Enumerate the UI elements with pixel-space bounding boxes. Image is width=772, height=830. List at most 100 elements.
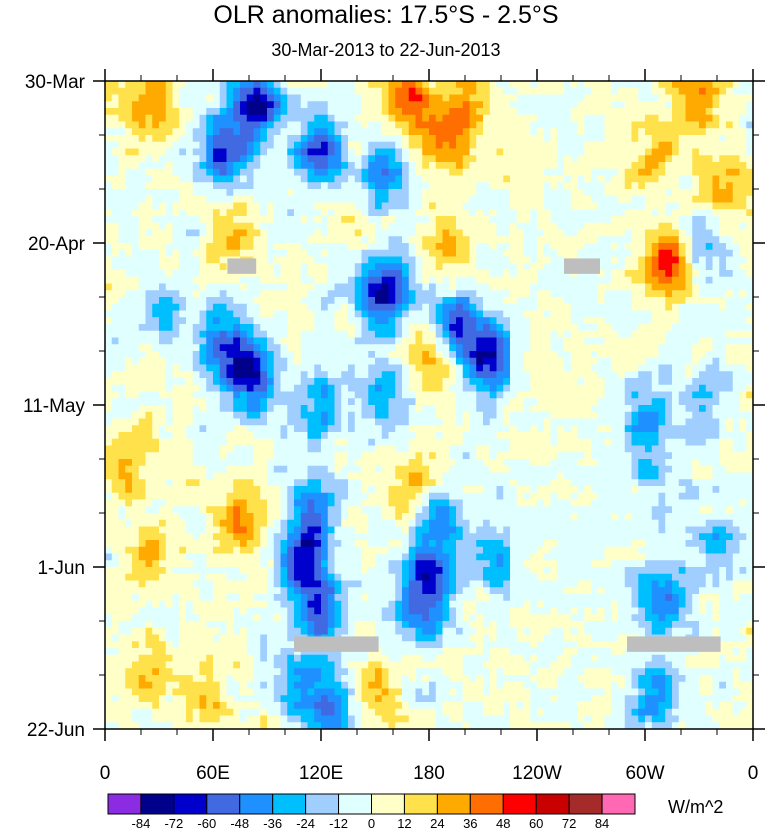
- field-cell: [618, 398, 626, 406]
- field-cell: [435, 256, 444, 264]
- field-cell: [435, 384, 444, 393]
- field-cell: [685, 276, 693, 285]
- field-cell: [543, 283, 552, 291]
- field-cell: [435, 108, 444, 116]
- field-cell: [523, 229, 531, 237]
- field-cell: [678, 202, 687, 210]
- field-cell: [489, 216, 498, 224]
- field-cell: [564, 364, 572, 372]
- field-cell: [152, 101, 160, 109]
- field-cell: [233, 371, 241, 379]
- field-cell: [368, 344, 376, 352]
- field-cell: [685, 398, 693, 406]
- field-cell: [651, 330, 660, 339]
- field-cell: [624, 249, 633, 258]
- field-cell: [199, 391, 207, 399]
- field-cell: [618, 108, 626, 116]
- field-cell: [435, 229, 444, 237]
- field-cell: [510, 283, 518, 291]
- field-cell: [226, 168, 234, 177]
- field-cell: [361, 202, 369, 210]
- field-cell: [584, 222, 592, 231]
- field-cell: [138, 398, 147, 406]
- field-cell: [597, 324, 606, 332]
- field-cell: [105, 384, 113, 393]
- field-cell: [233, 425, 241, 433]
- field-cell: [199, 94, 207, 102]
- field-cell: [105, 297, 113, 305]
- field-cell: [152, 290, 160, 298]
- field-cell: [273, 87, 282, 96]
- field-cell: [719, 263, 727, 271]
- field-cell: [422, 364, 430, 372]
- field-cell: [530, 283, 538, 291]
- field-cell: [665, 81, 673, 89]
- field-cell: [739, 398, 747, 406]
- field-cell: [523, 391, 531, 399]
- field-cell: [179, 310, 187, 318]
- field-cell: [280, 364, 288, 372]
- field-cell: [105, 128, 113, 136]
- field-cell: [354, 182, 363, 190]
- field-cell: [354, 168, 363, 177]
- field-cell: [314, 270, 322, 278]
- field-cell: [726, 121, 734, 129]
- field-cell: [658, 148, 666, 156]
- field-cell: [138, 283, 147, 291]
- field-cell: [415, 155, 423, 163]
- field-cell: [483, 141, 491, 150]
- field-cell: [665, 148, 673, 156]
- field-cell: [375, 270, 383, 278]
- field-cell: [260, 182, 268, 190]
- field-cell: [550, 229, 558, 237]
- field-cell: [516, 101, 525, 109]
- field-cell: [638, 87, 646, 96]
- field-cell: [678, 155, 687, 163]
- field-cell: [267, 283, 275, 291]
- field-cell: [152, 229, 160, 237]
- field-cell: [699, 189, 707, 197]
- field-cell: [624, 344, 633, 352]
- field-cell: [604, 141, 612, 150]
- field-cell: [267, 263, 275, 271]
- field-cell: [543, 195, 552, 204]
- field-cell: [294, 108, 302, 116]
- field-cell: [611, 384, 619, 393]
- field-cell: [577, 189, 585, 197]
- field-cell: [503, 297, 511, 305]
- field-cell: [280, 87, 288, 96]
- field-cell: [611, 398, 619, 406]
- field-cell: [118, 337, 126, 345]
- field-cell: [145, 384, 153, 393]
- field-cell: [179, 121, 187, 129]
- field-cell: [159, 216, 167, 224]
- field-cell: [523, 371, 531, 379]
- field-cell: [692, 351, 700, 359]
- field-cell: [631, 202, 639, 210]
- field-cell: [719, 175, 727, 183]
- field-cell: [591, 81, 599, 89]
- field-cell: [199, 398, 207, 406]
- field-cell: [543, 175, 552, 183]
- field-cell: [489, 222, 498, 231]
- field-cell: [145, 189, 153, 197]
- field-cell: [422, 114, 430, 123]
- field-cell: [685, 94, 693, 102]
- field-cell: [368, 405, 376, 413]
- field-cell: [280, 148, 288, 156]
- field-cell: [705, 283, 714, 291]
- field-cell: [273, 405, 282, 413]
- field-cell: [604, 411, 612, 420]
- field-cell: [159, 256, 167, 264]
- field-cell: [645, 290, 653, 298]
- field-cell: [118, 216, 126, 224]
- field-cell: [402, 222, 410, 231]
- field-cell: [246, 182, 255, 190]
- field-cell: [685, 263, 693, 271]
- field-cell: [159, 317, 167, 325]
- field-cell: [442, 162, 450, 170]
- field-cell: [327, 128, 336, 136]
- field-cell: [375, 114, 383, 123]
- field-cell: [476, 128, 484, 136]
- field-cell: [314, 121, 322, 129]
